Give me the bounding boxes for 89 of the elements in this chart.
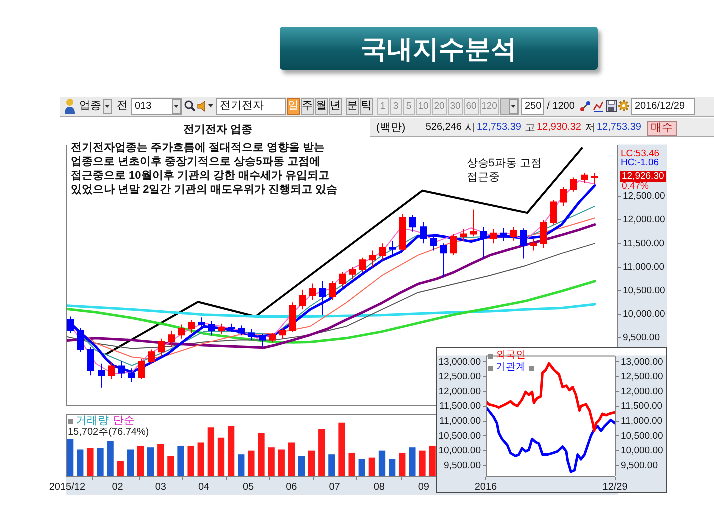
candlestick bbox=[440, 243, 447, 278]
candlestick bbox=[238, 325, 245, 336]
name-field: 전기전자 bbox=[216, 98, 286, 115]
y-tick-label: 11,500.00 bbox=[623, 238, 665, 250]
candlestick bbox=[389, 240, 396, 256]
candlestick bbox=[420, 222, 427, 244]
interval-button: 1 bbox=[377, 98, 389, 115]
candlestick bbox=[591, 172, 598, 185]
candlestick bbox=[540, 220, 547, 249]
candlestick bbox=[560, 186, 567, 206]
period-button: 년 bbox=[329, 98, 342, 115]
candlestick bbox=[158, 338, 165, 358]
y-tick-label: 10,500.00 bbox=[623, 285, 666, 296]
text: 전 bbox=[116, 99, 129, 114]
interval-button: 5 bbox=[403, 98, 415, 115]
candlestick bbox=[319, 280, 326, 316]
candlestick bbox=[178, 324, 185, 340]
candlestick bbox=[470, 209, 477, 238]
candlestick bbox=[248, 328, 255, 341]
candlestick bbox=[218, 323, 225, 335]
candlestick bbox=[379, 243, 386, 261]
period-button: 일 bbox=[287, 98, 300, 115]
candlestick bbox=[279, 328, 286, 340]
candlestick bbox=[510, 226, 517, 242]
interval-button: 10 bbox=[416, 98, 431, 115]
text: 고 bbox=[525, 121, 536, 136]
candlestick bbox=[198, 317, 205, 330]
candlestick bbox=[188, 320, 195, 334]
candlestick bbox=[490, 229, 497, 244]
text: 시 bbox=[465, 121, 476, 136]
interval-button: 30 bbox=[448, 98, 463, 115]
candlestick bbox=[570, 177, 577, 192]
candlestick bbox=[269, 332, 276, 344]
text: / 1200 bbox=[546, 100, 576, 114]
candlestick bbox=[399, 213, 406, 252]
interval-button: 60 bbox=[464, 98, 479, 115]
candlestick bbox=[480, 226, 487, 260]
buy-button: 매수 bbox=[647, 121, 677, 136]
candlestick bbox=[349, 266, 356, 280]
annotation: 상승5파동 고점 접근중 bbox=[466, 158, 542, 184]
text: 저 bbox=[585, 121, 596, 136]
period-button: 주 bbox=[301, 98, 314, 115]
text: 12,926.30 bbox=[622, 171, 664, 182]
interval-button: 20 bbox=[432, 98, 447, 115]
candlestick bbox=[309, 283, 316, 301]
candlestick bbox=[430, 234, 437, 252]
candlestick bbox=[460, 229, 467, 242]
period-button: 틱 bbox=[360, 98, 373, 115]
candlestick bbox=[299, 289, 306, 310]
candlestick bbox=[339, 271, 346, 288]
text: HC:-1.06 bbox=[621, 157, 660, 168]
text: 526,246 bbox=[424, 121, 462, 135]
candlestick bbox=[500, 228, 507, 242]
candlestick bbox=[259, 334, 266, 348]
y-tick-label: 12,500.00 bbox=[623, 191, 666, 202]
text: 0.47% bbox=[622, 181, 650, 192]
candlestick bbox=[359, 257, 366, 272]
candlestick bbox=[208, 320, 215, 336]
candlestick bbox=[369, 250, 376, 268]
y-tick-label: 9,500.00 bbox=[623, 332, 660, 344]
candlestick bbox=[77, 328, 84, 353]
chart-title: 전기전자 업종 bbox=[182, 123, 254, 138]
candlestick bbox=[168, 330, 175, 348]
date-field: 2016/12/29 bbox=[631, 98, 695, 115]
banner: 국내지수분석 bbox=[280, 27, 598, 70]
interval-button: 120 bbox=[480, 98, 499, 115]
candlestick bbox=[520, 228, 527, 260]
interval-button: 3 bbox=[390, 98, 402, 115]
count-field: 250 bbox=[521, 98, 544, 115]
y-tick-label: 10,000.00 bbox=[623, 309, 666, 320]
text: LC:53.46 bbox=[621, 148, 660, 160]
candlestick bbox=[409, 214, 416, 232]
period-button: 분 bbox=[346, 98, 359, 115]
text: 12,753.39 bbox=[597, 121, 642, 135]
candlestick bbox=[289, 302, 296, 333]
candlestick bbox=[530, 238, 537, 252]
annotation: 전기전자업종는 주가흐름에 절대적으로 영향을 받는 업종으로 년초이후 중장기적으로 상승5파동 고점에 접근중으로 10월이후 기관의 강한 매수세가 유입되고 있었으나 년말 2일간 기관의 매도우위가 진행되고 있슴 bbox=[71, 141, 338, 197]
y-tick-label: 11,000.00 bbox=[623, 262, 665, 273]
text: (백만) bbox=[375, 121, 407, 136]
candlestick bbox=[228, 323, 235, 333]
period-button: 월 bbox=[315, 98, 328, 115]
text: 업종 bbox=[79, 99, 102, 114]
y-tick-label: 12,000.00 bbox=[623, 214, 666, 226]
text: 12,753.39 bbox=[477, 121, 522, 135]
candlestick bbox=[329, 280, 336, 301]
text: 12,930.32 bbox=[537, 121, 582, 135]
candlestick bbox=[550, 200, 557, 226]
candlestick bbox=[450, 234, 457, 256]
candlestick bbox=[581, 172, 588, 184]
